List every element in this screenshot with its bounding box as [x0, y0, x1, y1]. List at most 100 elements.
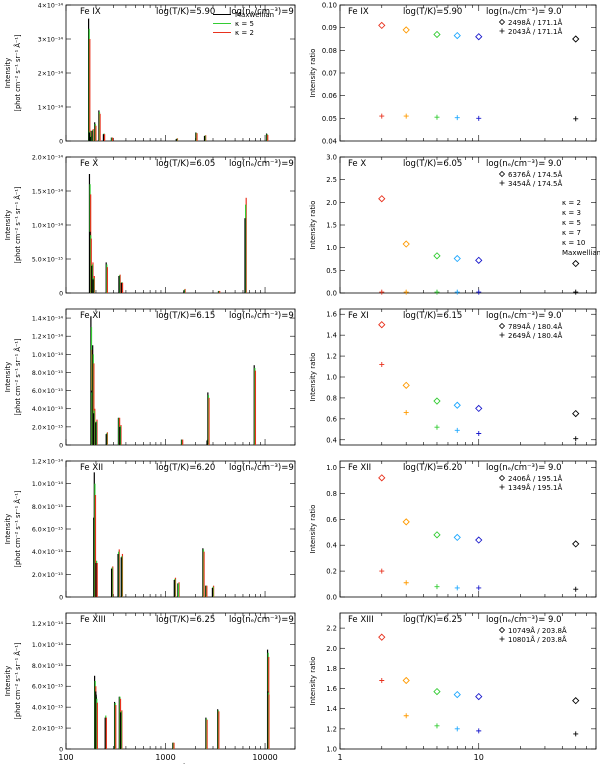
ratio-ytick-label: 1.0 — [326, 464, 337, 472]
ratio-point-plus — [454, 427, 460, 433]
legend-label: κ = 5 — [235, 20, 254, 28]
kappa-legend-label: κ = 10 — [562, 239, 585, 247]
ratio-point-plus — [454, 289, 460, 295]
ratio-panel-3: 0.4 0.6 0.8 1.0 1.2 1.4 1.6 Fe XI log(T/K)=6.15 l… — [309, 308, 597, 446]
ratio-ytick-label: 2.5 — [326, 176, 337, 184]
ratio-ytick-label: 0.0 — [326, 290, 337, 298]
spectrum-ylabel: Intensity — [4, 58, 12, 88]
ratio-point-plus — [573, 436, 579, 442]
ratio-panel-2: 0.0 0.5 1.0 1.5 2.0 2.5 3.0 Fe X log(T/K)=6.05 lo… — [309, 154, 600, 298]
ratio-point-diamond — [402, 240, 410, 248]
ratio-point-plus — [454, 726, 460, 732]
spectrum-ylabel: Intensity — [4, 666, 12, 696]
ratio-ytick-label: 1.6 — [326, 311, 337, 319]
legend-diamond-symbol — [498, 322, 506, 330]
ratio-temperature-label: log(T/K)=6.15 — [403, 311, 462, 321]
ratio-ytick-label: 1.0 — [326, 746, 337, 754]
ratio-ytick-label: 1.5 — [326, 222, 337, 230]
spectrum-ytick-label: 0 — [59, 595, 63, 602]
ratio-ylabel: Intensity ratio — [309, 353, 317, 402]
ratio-point-diamond — [572, 540, 580, 548]
ratio-temperature-label: log(T/K)=6.20 — [403, 463, 462, 473]
ratio-ytick-label: 0.8 — [326, 394, 337, 402]
ratio-point-plus — [403, 713, 409, 719]
spectrum-density-label: log(nₑ/cm⁻³)=9 — [229, 615, 294, 625]
spectrum-ytick-label: 1×10⁻¹⁴ — [38, 105, 64, 112]
spectrum-density-label: log(nₑ/cm⁻³)=9 — [229, 159, 294, 169]
ratio-ytick-label: 0.04 — [322, 138, 337, 146]
ratio-ytick-label: 0.05 — [322, 115, 337, 123]
spectrum-ion-label: Fe IX — [80, 7, 101, 17]
spectrum-ytick-label: 1.2×10⁻¹⁴ — [32, 334, 64, 341]
ratio-ytick-label: 2.0 — [326, 645, 337, 653]
ratio-point-diamond — [475, 692, 483, 701]
legend-diamond-symbol — [498, 474, 506, 482]
ratio-ytick-label: 1.2 — [326, 725, 337, 733]
ratio-temperature-label: log(T/K)=6.05 — [403, 159, 462, 169]
kappa-legend-label: κ = 2 — [562, 199, 581, 207]
ratio-point-diamond — [402, 676, 410, 685]
spectrum-temperature-label: log(T/K)=6.25 — [156, 615, 215, 625]
kappa-legend-label: κ = 7 — [562, 229, 581, 237]
ratio-point-diamond — [572, 409, 580, 418]
ratio-ylabel: Intensity ratio — [309, 657, 317, 706]
spectrum-ylabel-units: [phot cm⁻² s⁻¹ sr⁻¹ Å⁻¹] — [13, 642, 22, 719]
spectrum-ytick-label: 1.0×10⁻¹⁴ — [32, 223, 64, 230]
spectrum-ytick-label: 0 — [59, 139, 63, 146]
legend-label: Maxwellian — [235, 11, 274, 19]
ratio-point-diamond — [378, 21, 386, 30]
spectrum-density-label: log(nₑ/cm⁻³)=9 — [229, 7, 294, 17]
ratio-ytick-label: 0.09 — [322, 24, 337, 32]
ratio-point-diamond — [572, 259, 580, 268]
ratio-ion-label: Fe X — [348, 159, 366, 169]
spectrum-panel-5: 0 2.0×10⁻¹⁵ 4.0×10⁻¹⁵ 6.0×10⁻¹⁵ 8.0×10⁻¹⁵ 1.0… — [4, 612, 296, 764]
spectrum-ion-label: Fe XII — [80, 463, 103, 473]
ratio-point-diamond — [453, 533, 461, 542]
spectrum-ytick-label: 8.0×10⁻¹⁵ — [32, 504, 64, 511]
spectrum-ylabel-units: [phot cm⁻² s⁻¹ sr⁻¹ Å⁻¹] — [13, 490, 22, 567]
ratio-ion-label: Fe XI — [348, 311, 369, 321]
spectrum-xtick-label: 1000 — [155, 753, 175, 762]
ratio-panel-1: 0.04 0.05 0.06 0.07 0.08 0.09 0.10 Fe IX log(T/K… — [309, 2, 597, 146]
ratio-ytick-label: 0.8 — [326, 490, 337, 498]
ratio-point-plus — [379, 677, 385, 683]
ratio-density-label: log(nₑ/cm⁻³)= 9.0 — [486, 463, 562, 473]
legend-plus-symbol — [499, 636, 505, 642]
ratio-ytick-label: 1.4 — [326, 705, 337, 713]
ratio-ytick-label: 0.07 — [322, 70, 337, 78]
ratio-point-plus — [573, 586, 579, 592]
ratio-ylabel: Intensity ratio — [309, 49, 317, 98]
spectrum-panel-1: 0 1×10⁻¹⁴ 2×10⁻¹⁴ 3×10⁻¹⁴ 4×10⁻¹⁴ Fe IX log(T/… — [4, 3, 296, 146]
ratio-point-plus — [434, 114, 440, 120]
ratio-point-diamond — [433, 252, 441, 260]
ratio-density-label: log(nₑ/cm⁻³)= 9.0 — [486, 615, 562, 625]
ratio-point-plus — [573, 731, 579, 737]
ratio-point-plus — [379, 113, 385, 119]
ratio-point-plus — [476, 585, 482, 591]
ratio-point-plus — [403, 289, 409, 295]
spectrum-ytick-label: 8.0×10⁻¹⁵ — [32, 663, 64, 670]
kappa-legend-label: Maxwellian — [562, 249, 600, 257]
ratio-point-diamond — [378, 321, 386, 329]
spectrum-ylabel: Intensity — [4, 362, 12, 392]
ratio-series-label: 10749Å / 203.8Å — [508, 626, 567, 635]
ratio-point-plus — [403, 113, 409, 119]
ratio-point-diamond — [378, 633, 386, 641]
ratio-ytick-label: 0.4 — [326, 436, 337, 444]
ratio-series-label: 6376Å / 174.5Å — [508, 170, 562, 179]
ratio-point-diamond — [453, 254, 461, 263]
ratio-panel-4: 0.0 0.2 0.4 0.6 0.8 1.0 Fe XII log(T/K)=6.20 log… — [309, 460, 597, 602]
ratio-series-label: 2406Å / 195.1Å — [508, 474, 562, 483]
ratio-point-plus — [454, 115, 460, 121]
ratio-point-diamond — [475, 33, 483, 41]
spectrum-ytick-label: 2.0×10⁻¹⁴ — [32, 155, 64, 162]
legend-plus-symbol — [499, 28, 505, 34]
ratio-point-diamond — [475, 256, 483, 264]
spectrum-ytick-label: 1.2×10⁻¹⁴ — [32, 459, 64, 466]
ratio-point-plus — [434, 424, 440, 430]
ratio-series-label: 7894Å / 180.4Å — [508, 322, 562, 331]
ratio-point-plus — [476, 430, 482, 436]
spectrum-ylabel-units: [phot cm⁻² s⁻¹ sr⁻¹ Å⁻¹] — [13, 338, 22, 415]
spectrum-temperature-label: log(T/K)=6.05 — [156, 159, 215, 169]
